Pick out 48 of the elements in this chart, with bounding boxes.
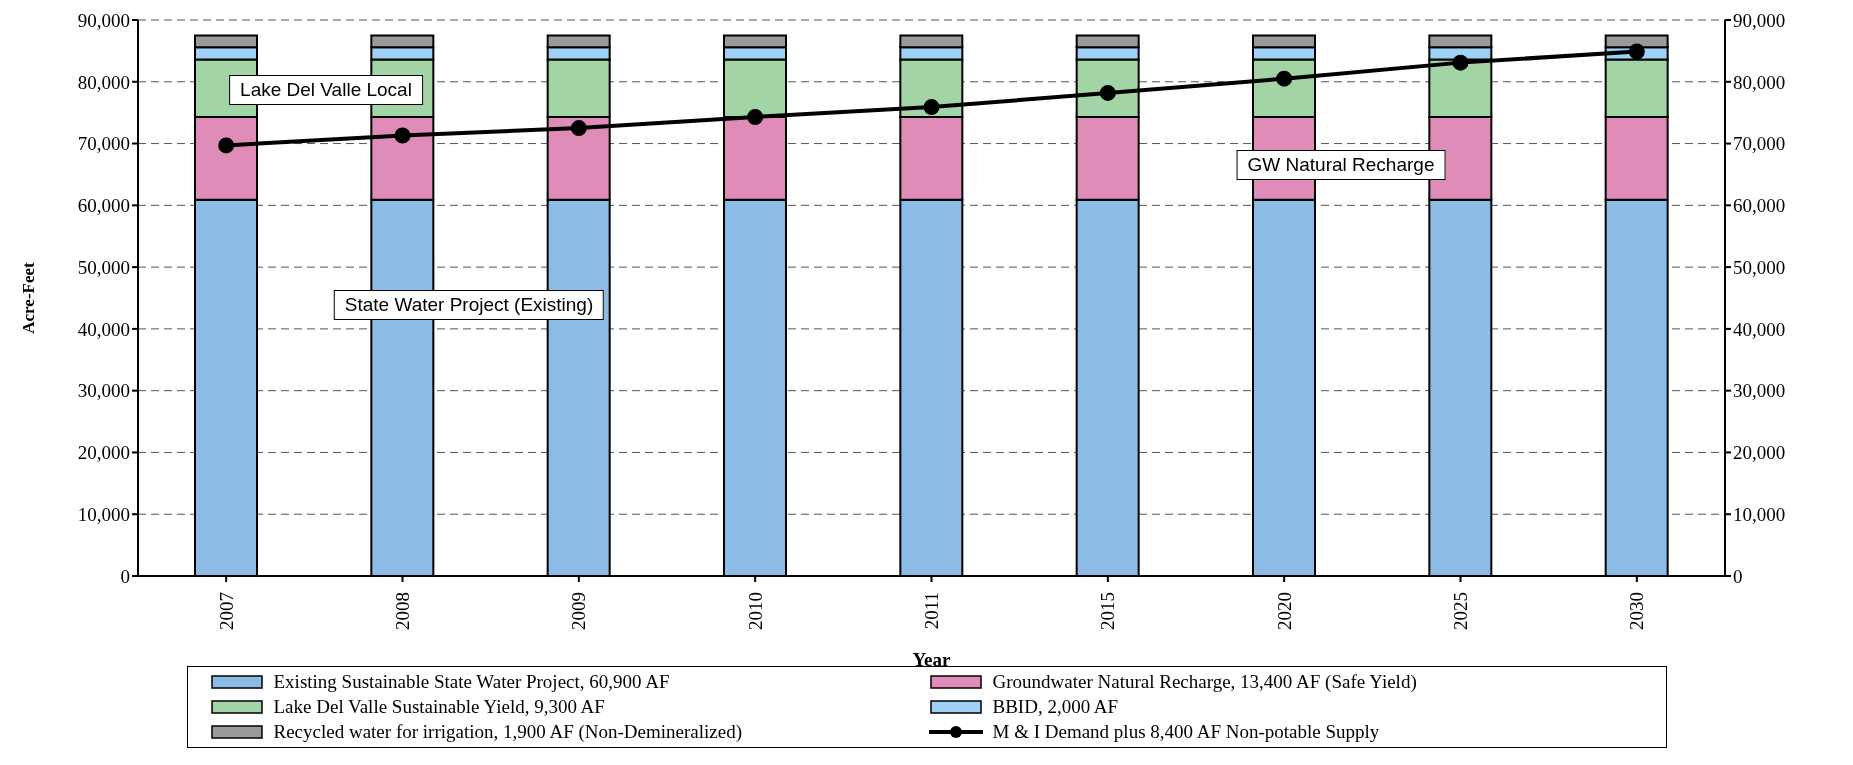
legend-label: Groundwater Natural Recharge, 13,400 AF (Safe Yield) xyxy=(992,671,1417,693)
x-tick-label: 2020 xyxy=(1273,592,1295,630)
annotation: Lake Del Valle Local xyxy=(229,75,423,105)
legend-label: Existing Sustainable State Water Project, 60,900 AF xyxy=(273,671,670,693)
legend-label: M & I Demand plus 8,400 AF Non-potable Supply xyxy=(992,721,1380,743)
point xyxy=(570,120,587,137)
y-tick-label: 0 xyxy=(120,565,130,587)
y-tick-label: 70,000 xyxy=(77,133,130,155)
x-tick-label: 2011 xyxy=(921,592,942,630)
y-tick-label: 20,000 xyxy=(77,442,130,464)
x-tick-label: 2025 xyxy=(1450,592,1471,630)
y-axis-title: Acre-Feet xyxy=(19,261,39,334)
x-tick-label: 2009 xyxy=(568,592,590,630)
x-tick-label: 2008 xyxy=(392,592,413,630)
point xyxy=(1628,43,1645,60)
legend-label: Recycled water for irrigation, 1,900 AF (Non-Demineralized) xyxy=(273,721,743,743)
y-tick-label: 40,000 xyxy=(77,318,130,340)
y-tick-label: 60,000 xyxy=(77,195,130,217)
annotation: GW Natural Recharge xyxy=(1236,150,1446,180)
y-tick-label: 10,000 xyxy=(77,503,130,525)
y-tick-label: 30,000 xyxy=(77,380,130,402)
y-tick-label: 50,000 xyxy=(77,256,130,278)
y-tick-label: 80,000 xyxy=(77,71,130,93)
x-tick-label: 2015 xyxy=(1097,592,1119,630)
y2-tick-label: 20,000 xyxy=(1733,442,1786,464)
x-tick-label: 2007 xyxy=(215,592,237,630)
y-tick-label: 90,000 xyxy=(77,9,130,31)
y2-tick-label: 30,000 xyxy=(1733,380,1786,402)
y2-tick-label: 70,000 xyxy=(1733,133,1786,155)
point xyxy=(394,127,411,144)
x-tick-label: 2030 xyxy=(1626,592,1648,630)
y2-tick-label: 40,000 xyxy=(1733,318,1786,340)
y2-tick-label: 90,000 xyxy=(1733,9,1786,31)
x-tick-label: 2010 xyxy=(744,592,766,630)
point xyxy=(923,99,940,116)
point xyxy=(747,108,764,125)
point xyxy=(1276,70,1293,87)
x-axis-title: Year xyxy=(912,649,952,670)
point xyxy=(1452,54,1469,71)
y2-tick-label: 80,000 xyxy=(1733,71,1786,93)
legend-label: Lake Del Valle Sustainable Yield, 9,300 AF xyxy=(273,696,605,718)
y2-tick-label: 0 xyxy=(1733,565,1743,587)
annotation: State Water Project (Existing) xyxy=(333,290,605,320)
legend-label: BBID, 2,000 AF xyxy=(992,696,1119,718)
point xyxy=(218,137,235,154)
y2-tick-label: 50,000 xyxy=(1733,256,1786,278)
y2-tick-label: 60,000 xyxy=(1733,195,1786,217)
y2-tick-label: 10,000 xyxy=(1733,503,1786,525)
